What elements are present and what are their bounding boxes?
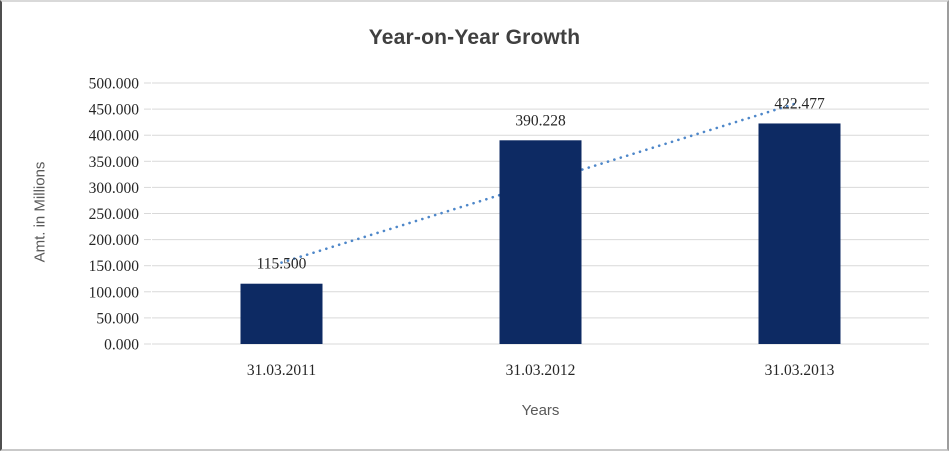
bar [499, 140, 582, 344]
y-tick-label: 50.000 [96, 310, 139, 327]
y-tick-label: 200.000 [89, 232, 140, 249]
data-label: 390.228 [515, 112, 566, 129]
y-tick-label: 150.000 [89, 258, 140, 275]
y-tick-label: 500.000 [89, 76, 140, 93]
x-tick-label: 31.03.2013 [765, 362, 835, 379]
data-label: 115.500 [257, 256, 307, 273]
y-tick-label: 350.000 [89, 154, 140, 171]
y-tick-label: 400.000 [89, 128, 140, 145]
y-tick-label: 0.000 [104, 337, 139, 354]
chart-title: Year-on-Year Growth [368, 26, 581, 49]
bar [758, 123, 841, 344]
y-tick-label: 100.000 [89, 284, 140, 301]
data-label: 422.477 [774, 95, 825, 112]
x-axis-title: Years [521, 402, 560, 419]
x-tick-label: 31.03.2011 [247, 362, 316, 379]
y-tick-label: 450.000 [89, 102, 140, 119]
bar [240, 283, 323, 344]
x-tick-label: 31.03.2012 [506, 362, 576, 379]
y-tick-label: 250.000 [89, 206, 140, 223]
y-tick-label: 300.000 [89, 180, 140, 197]
